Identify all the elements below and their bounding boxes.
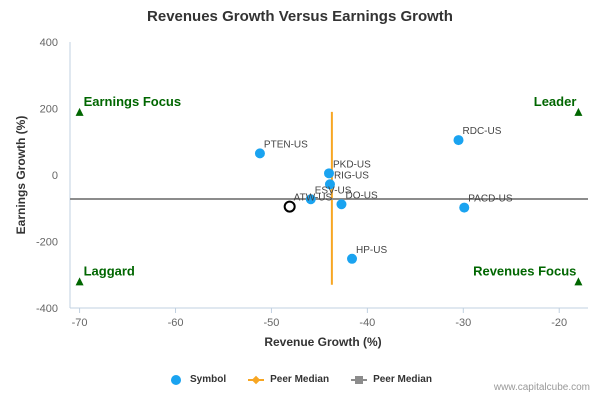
data-label-do-us: DO-US — [345, 190, 378, 201]
data-label-pkd-us: PKD-US — [333, 159, 371, 170]
data-label-atw-us: ATW-US — [294, 193, 333, 204]
data-label-esv-us: ESV-US — [315, 185, 352, 196]
y-tick-label: 0 — [52, 170, 58, 182]
quadrant-label-revenues-focus: Revenues Focus — [473, 263, 576, 278]
x-tick-label: -60 — [168, 317, 184, 329]
legend-peer-median-label-2: Peer Median — [373, 374, 432, 385]
chart-title: Revenues Growth Versus Earnings Growth — [147, 8, 453, 25]
x-axis-title: Revenue Growth (%) — [264, 335, 381, 349]
x-tick-label: -70 — [72, 317, 88, 329]
data-point-esv-us — [305, 194, 316, 205]
x-tick-label: -20 — [551, 317, 567, 329]
legend-symbol-label: Symbol — [190, 374, 227, 385]
y-tick-label: 400 — [40, 37, 58, 49]
quadrant-marker-bottom-right — [574, 277, 583, 286]
quadrant-label-leader: Leader — [534, 94, 577, 109]
data-point-pten-us — [254, 148, 265, 159]
data-label-rdc-us: RDC-US — [463, 126, 502, 137]
data-point-hp-us — [347, 253, 358, 264]
legend-item-symbol[interactable]: Symbol — [168, 374, 226, 385]
quadrant-label-laggard: Laggard — [84, 263, 135, 278]
legend-orange-line-marker — [248, 375, 265, 385]
y-tick-label: 200 — [40, 104, 58, 116]
x-tick-label: -50 — [263, 317, 279, 329]
quadrant-marker-bottom-left — [75, 277, 84, 286]
legend-item-peer-median-earnings[interactable]: Peer Median — [351, 374, 432, 385]
y-axis-title: Earnings Growth (%) — [14, 116, 28, 235]
data-point-pkd-us — [324, 168, 334, 179]
data-point-rig-us — [324, 179, 335, 190]
legend-item-peer-median-revenue[interactable]: Peer Median — [248, 374, 329, 385]
x-tick-label: -40 — [359, 317, 375, 329]
y-tick-label: -400 — [36, 303, 58, 315]
data-point-do-us — [336, 199, 347, 210]
data-point-pacd-us — [459, 202, 470, 213]
data-label-hp-us: HP-US — [356, 245, 387, 256]
watermark: www.capitalcube.com — [493, 382, 590, 393]
quadrant-marker-top-right — [574, 107, 583, 116]
quadrant-label-earnings-focus: Earnings Focus — [84, 94, 182, 109]
data-point-atw-us — [283, 200, 296, 213]
x-tick-label: -30 — [455, 317, 471, 329]
y-tick-label: -200 — [36, 237, 58, 249]
legend-gray-line-marker — [351, 375, 368, 385]
data-label-pten-us: PTEN-US — [264, 139, 308, 150]
quadrant-marker-top-left — [75, 107, 84, 116]
legend-peer-median-label-1: Peer Median — [270, 374, 330, 385]
legend-symbol-marker — [168, 374, 184, 385]
data-label-rig-us: RIG-US — [334, 170, 369, 181]
data-label-pacd-us: PACD-US — [468, 194, 513, 205]
legend: Symbol Peer Median Peer Median — [0, 374, 600, 385]
data-point-rdc-us — [453, 135, 464, 146]
